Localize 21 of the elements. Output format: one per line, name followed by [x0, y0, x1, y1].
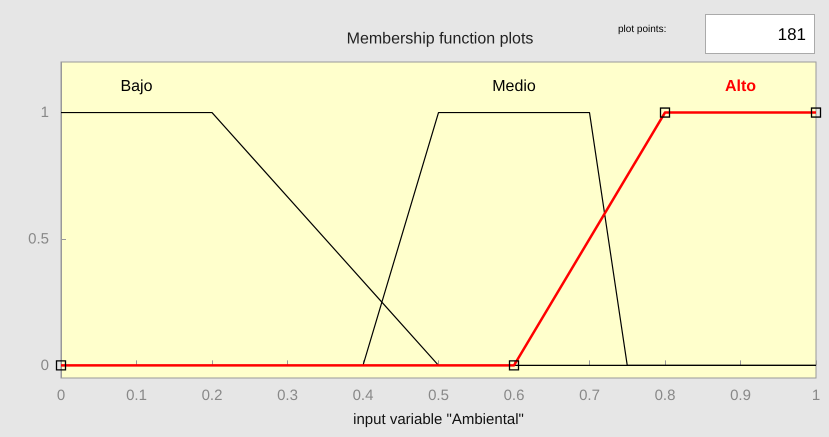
text: plot points: — [618, 24, 666, 35]
x-tick-label: 0.4 — [352, 387, 374, 404]
text: 181 — [705, 14, 815, 54]
x-tick-label: 0.7 — [579, 387, 600, 404]
chart-title: Membership function plots — [346, 30, 534, 48]
x-tick-label: 0.1 — [126, 387, 147, 404]
x-tick-label: 0.9 — [730, 387, 751, 404]
series-label: Alto — [724, 78, 756, 96]
series-label: Medio — [492, 78, 536, 96]
y-tick-label: 1 — [40, 104, 49, 122]
y-tick-label: 0 — [40, 356, 49, 374]
series-label: Bajo — [120, 78, 153, 96]
x-tick-label: 0 — [56, 387, 66, 404]
y-tick-label: 0.5 — [28, 230, 49, 248]
x-tick-label: 0.2 — [202, 387, 222, 404]
x-tick-label: 0.3 — [277, 387, 298, 404]
x-tick-label: 0.8 — [654, 387, 676, 404]
x-axis-title: input variable "Ambiental" — [353, 411, 524, 428]
x-tick-label: 0.5 — [428, 387, 449, 404]
x-tick-label: 1 — [812, 387, 820, 404]
x-tick-label: 0.6 — [504, 387, 524, 404]
